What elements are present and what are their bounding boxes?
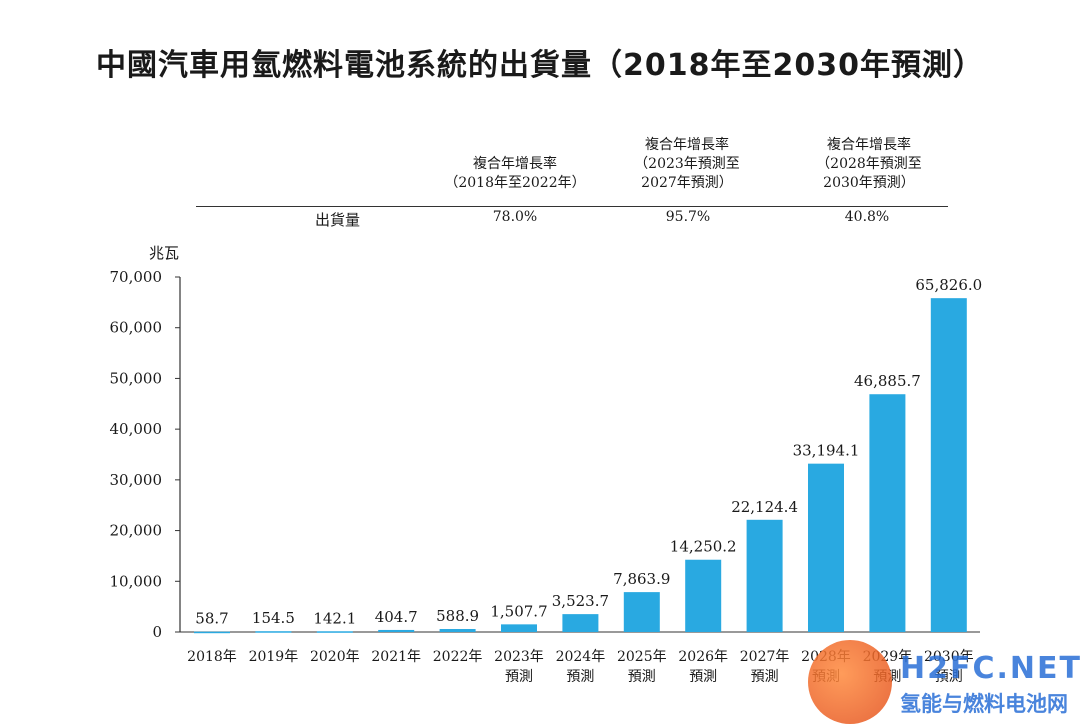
cagr-header-2028-2030: 複合年增長率 （2028年預測至 2030年預測） — [816, 137, 922, 191]
bar-value-label: 3,523.7 — [552, 592, 609, 610]
cagr-value-2023-2027: 95.7% — [665, 209, 711, 225]
bar-value-label: 404.7 — [375, 608, 418, 626]
cagr-value-2018-2022: 78.0% — [492, 209, 538, 225]
bar — [869, 394, 906, 632]
x-tick-label: 預測 — [751, 669, 779, 685]
x-tick-label: 2023年 — [494, 649, 544, 665]
bar-value-label: 22,124.4 — [731, 498, 798, 516]
y-axis-unit-label: 兆瓦 — [149, 244, 180, 262]
y-tick-label: 40,000 — [110, 420, 163, 438]
x-tick-label: 2020年 — [310, 649, 360, 665]
y-tick-label: 10,000 — [110, 572, 163, 590]
x-tick-label: 2021年 — [371, 649, 421, 665]
bar-value-label: 46,885.7 — [854, 372, 921, 390]
bar-value-label: 33,194.1 — [793, 442, 860, 460]
bar-value-label: 58.7 — [195, 610, 228, 628]
bar-value-label: 588.9 — [436, 607, 479, 625]
bar — [808, 463, 844, 632]
x-tick-label: 2022年 — [433, 649, 483, 665]
watermark-subtitle: 氢能与燃料电池网 — [900, 692, 1068, 716]
cagr-value-2028-2030: 40.8% — [844, 209, 890, 225]
bar — [562, 614, 599, 632]
bar-value-label: 142.1 — [313, 609, 356, 627]
x-tick-label: 2026年 — [678, 649, 728, 665]
bar — [930, 298, 967, 632]
cagr-header-2018-2022: 複合年增長率 （2018年至2022年） — [444, 156, 586, 191]
x-tick-label: 2027年 — [740, 649, 790, 665]
bar — [439, 629, 476, 632]
bar — [194, 631, 230, 634]
bar — [255, 631, 292, 633]
x-tick-label: 預測 — [566, 669, 594, 685]
x-tick-label: 預測 — [628, 669, 656, 685]
bar — [501, 624, 537, 632]
x-tick-label: 2018年 — [187, 649, 237, 665]
bar-value-label: 65,826.0 — [915, 276, 982, 294]
y-tick-label: 50,000 — [110, 369, 163, 387]
table-rule — [196, 206, 948, 207]
bar — [378, 629, 415, 632]
y-tick-label: 60,000 — [110, 319, 163, 337]
chart-title: 中國汽車用氫燃料電池系統的出貨量（2018年至2030年預測） — [96, 48, 984, 83]
bar — [316, 631, 353, 633]
bar-value-label: 7,863.9 — [613, 570, 670, 588]
x-tick-label: 預測 — [689, 669, 717, 685]
y-tick-label: 30,000 — [110, 471, 163, 489]
x-tick-label: 預測 — [505, 669, 533, 685]
x-tick-label: 2024年 — [556, 649, 606, 665]
x-tick-label: 2030年 — [924, 649, 974, 665]
watermark-logo-icon — [808, 640, 892, 724]
bar — [746, 519, 783, 632]
bar — [623, 592, 660, 632]
table-row-label: 出貨量 — [315, 211, 361, 229]
bar-value-label: 154.5 — [252, 609, 295, 627]
x-tick-label: 2019年 — [249, 649, 299, 665]
bar-value-label: 14,250.2 — [670, 538, 737, 556]
x-tick-label: 預測 — [935, 669, 963, 685]
watermark-brand: H2FC.NET — [900, 651, 1080, 686]
bar — [685, 559, 722, 632]
x-tick-label: 2025年 — [617, 649, 667, 665]
y-tick-label: 0 — [152, 623, 162, 641]
cagr-header-2023-2027: 複合年增長率 （2023年預測至 2027年預測） — [634, 137, 740, 191]
y-tick-label: 70,000 — [110, 268, 163, 286]
bar-value-label: 1,507.7 — [490, 602, 547, 620]
y-tick-label: 20,000 — [110, 522, 163, 540]
